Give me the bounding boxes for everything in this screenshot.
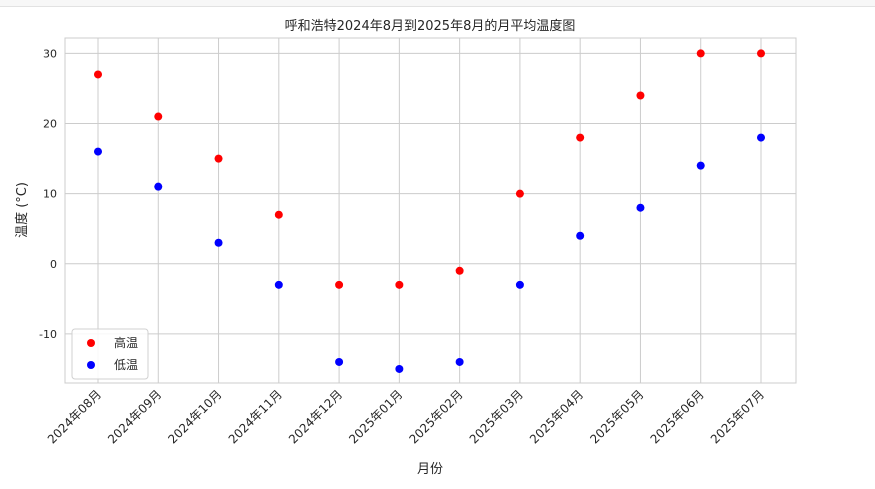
x-tick-label: 2025年06月 xyxy=(648,387,707,446)
high-temp-point xyxy=(154,112,163,121)
high-temp-point xyxy=(455,266,464,275)
plot-area-frame xyxy=(64,37,797,384)
legend-marker-high xyxy=(87,339,95,347)
chart-title: 呼和浩特2024年8月到2025年8月的月平均温度图 xyxy=(285,18,576,34)
low-temp-point xyxy=(455,357,464,366)
low-temp-point xyxy=(636,203,645,212)
data-points xyxy=(94,49,765,373)
low-temp-point xyxy=(757,133,765,142)
legend-label-low: 低温 xyxy=(114,358,138,372)
x-tick-label: 2025年07月 xyxy=(708,387,767,446)
high-temp-point xyxy=(696,49,705,58)
x-tick-label: 2025年03月 xyxy=(467,387,526,446)
legend-marker-low xyxy=(87,361,95,369)
high-temp-point xyxy=(576,133,585,142)
y-tick-label: -10 xyxy=(39,328,57,341)
y-tick-label: 0 xyxy=(50,258,57,271)
y-tick-label: 30 xyxy=(43,47,57,60)
x-tick-label: 2024年08月 xyxy=(45,387,104,446)
y-axis-ticks: -10 0 10 20 30 xyxy=(39,47,57,340)
high-temp-point xyxy=(395,280,404,289)
high-temp-point xyxy=(757,49,765,58)
low-temp-point xyxy=(335,357,344,366)
high-temp-point xyxy=(515,189,524,198)
x-tick-label: 2025年02月 xyxy=(406,387,465,446)
y-axis-label: 温度 (°C) xyxy=(14,182,30,238)
x-tick-label: 2025年04月 xyxy=(527,387,586,446)
legend: 高温 低温 xyxy=(71,328,149,380)
high-temp-point xyxy=(636,91,645,100)
x-tick-label: 2024年12月 xyxy=(286,387,345,446)
x-tick-label: 2025年05月 xyxy=(587,387,646,446)
y-tick-label: 20 xyxy=(43,118,57,131)
high-temp-point xyxy=(335,280,344,289)
low-temp-point xyxy=(696,161,705,170)
window-top-strip xyxy=(0,0,875,7)
high-temp-point xyxy=(214,154,223,163)
high-temp-point xyxy=(274,210,283,219)
low-temp-point xyxy=(576,231,585,240)
legend-label-high: 高温 xyxy=(114,335,138,350)
x-tick-label: 2024年10月 xyxy=(165,387,224,446)
x-tick-label: 2024年09月 xyxy=(105,387,164,446)
grid-lines xyxy=(65,38,796,383)
low-temp-point xyxy=(94,147,102,156)
low-temp-point xyxy=(214,238,223,247)
x-tick-label: 2025年01月 xyxy=(346,387,405,446)
low-temp-point xyxy=(274,280,283,289)
x-axis-ticks: 2024年08月 2024年09月 2024年10月 2024年11月 2024年12月… xyxy=(45,387,767,446)
low-temp-point xyxy=(395,364,404,373)
x-tick-label: 2024年11月 xyxy=(226,387,285,446)
x-axis-label: 月份 xyxy=(417,462,443,477)
low-temp-point xyxy=(515,280,524,289)
high-temp-point xyxy=(94,70,102,79)
low-temp-point xyxy=(154,182,163,191)
y-tick-label: 10 xyxy=(43,188,57,201)
